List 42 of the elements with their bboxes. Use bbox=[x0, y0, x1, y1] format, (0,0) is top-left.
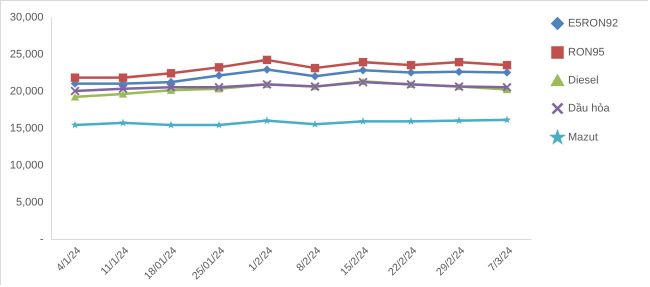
y-tick-label: 30,000 bbox=[10, 12, 44, 24]
point bbox=[310, 64, 320, 72]
legend-label: RON95 bbox=[568, 46, 605, 58]
point bbox=[118, 73, 128, 82]
legend-label: Diesel bbox=[568, 74, 599, 86]
point bbox=[263, 116, 271, 124]
legend-label: Mazut bbox=[568, 132, 598, 144]
point bbox=[118, 90, 128, 98]
point bbox=[262, 56, 272, 64]
point bbox=[358, 58, 368, 66]
point bbox=[503, 116, 511, 124]
point bbox=[407, 117, 415, 125]
point bbox=[310, 72, 320, 80]
y-tick-label: 10,000 bbox=[10, 160, 44, 172]
point bbox=[119, 118, 127, 126]
point bbox=[406, 60, 416, 70]
legend-label: E5RON92 bbox=[568, 18, 618, 30]
point bbox=[214, 71, 224, 80]
point bbox=[502, 60, 512, 70]
y-tick-label: - bbox=[40, 234, 44, 246]
point bbox=[118, 84, 128, 94]
point bbox=[262, 65, 272, 74]
y-tick-label: 15,000 bbox=[10, 122, 44, 134]
point bbox=[214, 63, 224, 72]
y-tick-label: 25,000 bbox=[10, 48, 44, 60]
legend-label: Dầu hỏa bbox=[568, 102, 610, 114]
point bbox=[455, 116, 463, 124]
point bbox=[454, 68, 464, 76]
point bbox=[166, 82, 176, 92]
point bbox=[71, 120, 79, 128]
point bbox=[214, 82, 224, 92]
y-tick-label: 5,000 bbox=[16, 196, 44, 208]
point bbox=[502, 82, 512, 92]
point bbox=[167, 120, 175, 128]
point bbox=[359, 117, 367, 125]
point bbox=[70, 93, 80, 101]
point bbox=[70, 86, 80, 96]
point bbox=[166, 69, 176, 78]
point bbox=[70, 73, 80, 82]
point bbox=[358, 66, 368, 74]
y-tick-label: 20,000 bbox=[10, 86, 44, 98]
point bbox=[454, 58, 464, 66]
